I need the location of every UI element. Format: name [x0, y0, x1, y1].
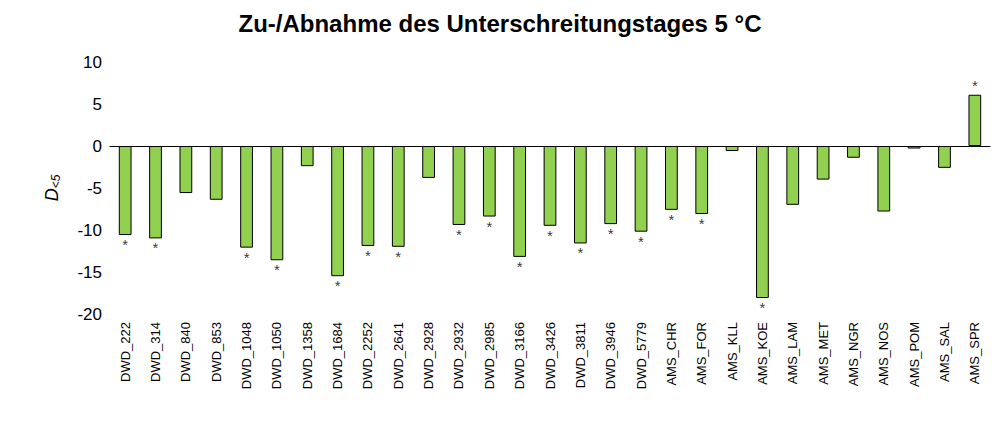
svg-text:*: *	[577, 244, 583, 261]
svg-text:*: *	[244, 249, 250, 266]
svg-text:-20: -20	[77, 305, 102, 324]
svg-text:*: *	[365, 247, 371, 264]
svg-text:*: *	[699, 215, 705, 232]
svg-text:DWD_2641: DWD_2641	[391, 322, 406, 389]
svg-text:DWD_1050: DWD_1050	[269, 322, 284, 389]
svg-text:DWD_3946: DWD_3946	[603, 322, 618, 389]
svg-text:DWD_840: DWD_840	[178, 322, 193, 382]
svg-text:0: 0	[93, 137, 102, 156]
svg-text:*: *	[456, 226, 462, 243]
svg-text:-10: -10	[77, 221, 102, 240]
svg-text:*: *	[608, 225, 614, 242]
svg-text:DWD_2932: DWD_2932	[451, 322, 466, 389]
svg-text:DWD_2928: DWD_2928	[421, 322, 436, 389]
svg-text:DWD_3426: DWD_3426	[543, 322, 558, 389]
svg-text:*: *	[486, 218, 492, 235]
svg-text:D: D	[42, 188, 62, 201]
svg-text:DWD_222: DWD_222	[118, 322, 133, 382]
svg-text:5: 5	[93, 95, 102, 114]
svg-text:AMS_SPR: AMS_SPR	[967, 322, 982, 384]
svg-text:DWD_5779: DWD_5779	[634, 322, 649, 389]
svg-text:AMS_LAM: AMS_LAM	[785, 322, 800, 384]
svg-text:DWD_1684: DWD_1684	[330, 322, 345, 389]
svg-text:DWD_2985: DWD_2985	[482, 322, 497, 389]
svg-text:DWD_853: DWD_853	[209, 322, 224, 382]
svg-text:DWD_3166: DWD_3166	[512, 322, 527, 389]
svg-text:*: *	[759, 299, 765, 316]
svg-text:DWD_2252: DWD_2252	[360, 322, 375, 389]
svg-text:AMS_SAL: AMS_SAL	[937, 322, 952, 382]
svg-text:*: *	[972, 77, 978, 94]
svg-text:-5: -5	[87, 179, 102, 198]
svg-text:AMS_NGR: AMS_NGR	[846, 322, 861, 386]
svg-text:*: *	[122, 236, 128, 253]
svg-text:*: *	[668, 211, 674, 228]
svg-text:Zu-/Abnahme des Unterschreitun: Zu-/Abnahme des Unterschreitungstages 5 …	[238, 10, 761, 37]
svg-text:AMS_KLL: AMS_KLL	[725, 322, 740, 381]
svg-text:AMS_FOR: AMS_FOR	[694, 322, 709, 385]
svg-text:*: *	[547, 227, 553, 244]
svg-text:*: *	[638, 233, 644, 250]
svg-text:10: 10	[83, 53, 102, 72]
svg-text:*: *	[517, 258, 523, 275]
svg-text:*: *	[153, 239, 159, 256]
svg-text:DWD_3811: DWD_3811	[573, 322, 588, 388]
svg-text:*: *	[274, 261, 280, 278]
svg-text:AMS_NOS: AMS_NOS	[876, 322, 891, 386]
svg-text:-15: -15	[77, 263, 102, 282]
svg-text:AMS_KOE: AMS_KOE	[755, 322, 770, 385]
svg-text:AMS_POM: AMS_POM	[907, 322, 922, 387]
svg-text:*: *	[335, 277, 341, 294]
svg-text:DWD_314: DWD_314	[148, 322, 163, 382]
svg-text:*: *	[395, 248, 401, 265]
svg-text:AMS_CHR: AMS_CHR	[664, 322, 679, 386]
svg-text:DWD_1048: DWD_1048	[239, 322, 254, 389]
svg-text:<5: <5	[49, 174, 63, 188]
svg-text:AMS_MET: AMS_MET	[816, 322, 831, 385]
svg-text:DWD_1358: DWD_1358	[300, 322, 315, 389]
